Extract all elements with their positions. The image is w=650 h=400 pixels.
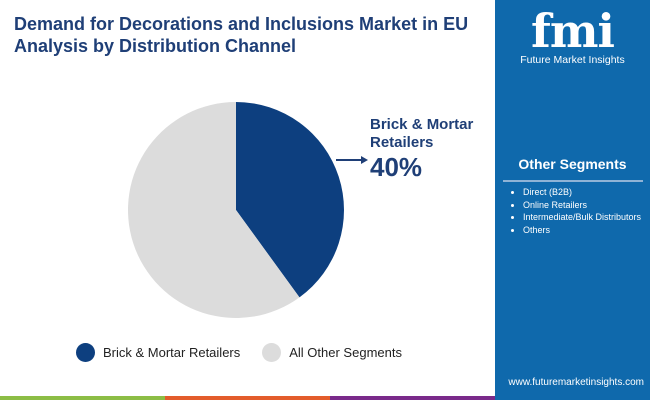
annotation-value: 40% bbox=[370, 152, 423, 182]
other-segments-list: Direct (B2B) Online Retailers Intermedia… bbox=[509, 186, 641, 236]
other-segments-heading: Other Segments bbox=[518, 156, 627, 172]
list-item: Others bbox=[523, 224, 641, 237]
website-url[interactable]: www.futuremarketinsights.com bbox=[508, 377, 644, 388]
logo-text: Future Market Insights bbox=[520, 54, 625, 66]
annotation-label-1: Brick & Mortar bbox=[370, 116, 474, 133]
title-line-1: Demand for Decorations and Inclusions Ma… bbox=[14, 14, 469, 34]
annotation-label-2: Retailers bbox=[370, 134, 434, 151]
bar-green bbox=[0, 396, 165, 400]
bar-orange bbox=[165, 396, 330, 400]
arrow-head-icon bbox=[361, 156, 368, 164]
list-item: Online Retailers bbox=[523, 199, 641, 212]
bar-purple bbox=[330, 396, 495, 400]
bottom-color-bar bbox=[0, 396, 495, 400]
legend-swatch-brick-mortar bbox=[76, 343, 95, 362]
sidebar: fmi Future Market Insights Other Segments… bbox=[495, 0, 650, 400]
divider bbox=[503, 180, 643, 182]
fmi-logo: fmi Future Market Insights bbox=[515, 8, 630, 66]
legend-label-other: All Other Segments bbox=[289, 345, 402, 360]
list-item: Intermediate/Bulk Distributors bbox=[523, 211, 641, 224]
pie-slice-0 bbox=[236, 102, 344, 298]
chart-title: Demand for Decorations and Inclusions Ma… bbox=[14, 13, 468, 57]
legend-swatch-other bbox=[262, 343, 282, 362]
pie-slice-1 bbox=[128, 102, 300, 318]
legend-label-brick-mortar: Brick & Mortar Retailers bbox=[103, 345, 241, 360]
slice-annotation: Brick & Mortar Retailers 40% bbox=[370, 116, 473, 182]
legend: Brick & Mortar Retailers All Other Segme… bbox=[76, 343, 402, 362]
title-line-2: Analysis by Distribution Channel bbox=[14, 36, 297, 56]
list-item: Direct (B2B) bbox=[523, 186, 641, 199]
